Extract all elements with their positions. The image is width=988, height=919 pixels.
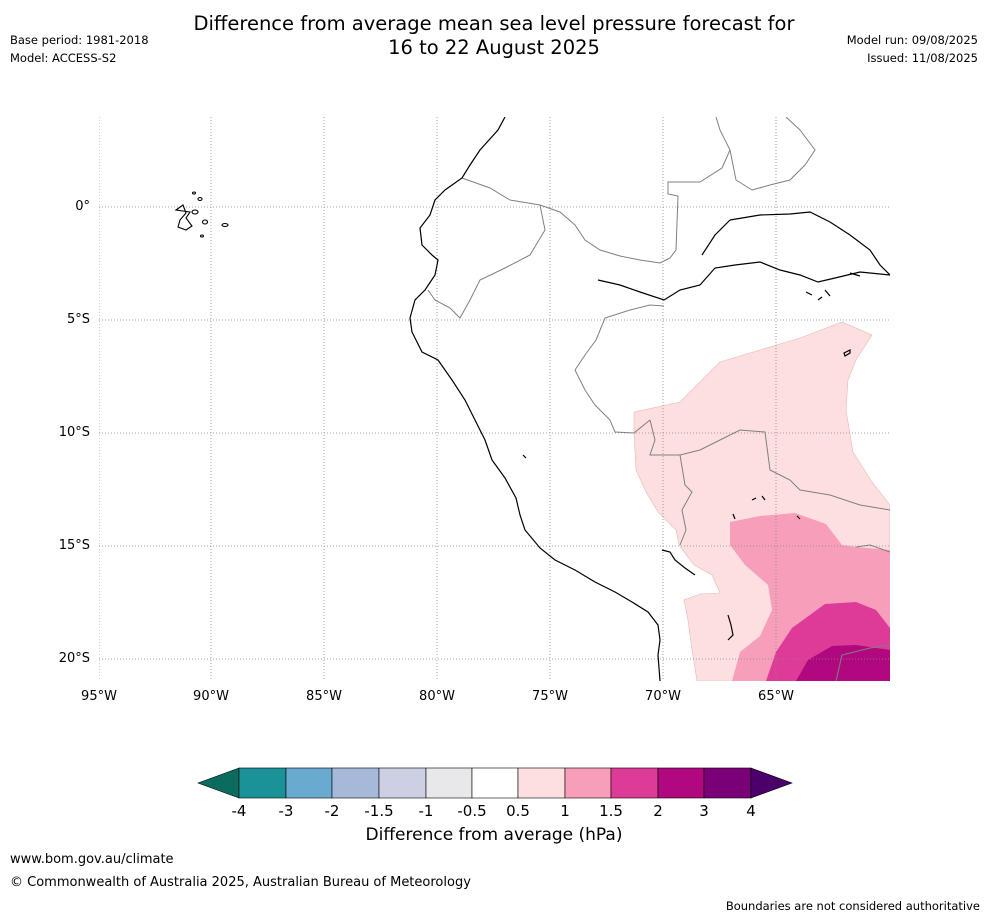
lon-label-65w: 65°W bbox=[758, 689, 794, 704]
lat-label-20s: 20°S bbox=[58, 651, 90, 666]
lat-label-5s: 5°S bbox=[66, 312, 90, 327]
footer-url[interactable]: www.bom.gov.au/climate bbox=[10, 852, 174, 867]
coastline bbox=[409, 117, 890, 681]
country-boundaries bbox=[427, 117, 890, 681]
colorbar-tick: 4 bbox=[746, 802, 756, 820]
colorbar bbox=[197, 767, 793, 799]
colorbar-bin-5 bbox=[425, 767, 473, 799]
chart-title: Difference from average mean sea level p… bbox=[0, 12, 988, 60]
colorbar-bin-9 bbox=[610, 767, 659, 799]
gridlines bbox=[99, 117, 890, 681]
colorbar-tick: 2 bbox=[653, 802, 663, 820]
lat-label-15s: 15°S bbox=[58, 538, 90, 553]
lon-label-70w: 70°W bbox=[645, 689, 681, 704]
colorbar-tick: -1.5 bbox=[364, 802, 394, 820]
colorbar-bin-1 bbox=[238, 767, 287, 799]
colorbar-tick: -1 bbox=[418, 802, 434, 820]
colorbar-tick: 1.5 bbox=[599, 802, 623, 820]
colorbar-tick: 1 bbox=[560, 802, 570, 820]
colorbar-bin-11 bbox=[703, 767, 752, 799]
colorbar-bin-8 bbox=[564, 767, 612, 799]
lon-label-80w: 80°W bbox=[419, 689, 455, 704]
lat-label-0: 0° bbox=[75, 199, 90, 214]
colorbar-bin-4 bbox=[378, 767, 427, 799]
galapagos-islands bbox=[174, 191, 229, 238]
base-period-text: Base period: 1981-2018 bbox=[10, 33, 149, 47]
meta-right: Model run: 09/08/2025 Issued: 11/08/2025 bbox=[847, 31, 978, 67]
colorbar-tick: 0.5 bbox=[506, 802, 530, 820]
model-run-text: Model run: 09/08/2025 bbox=[846, 33, 978, 47]
colorbar-title: Difference from average (hPa) bbox=[365, 825, 623, 845]
colorbar-bin-10 bbox=[657, 767, 705, 799]
colorbar-bin-2 bbox=[285, 767, 333, 799]
lon-label-95w: 95°W bbox=[81, 689, 117, 704]
colorbar-bin-6 bbox=[471, 767, 519, 799]
colorbar-extend-low bbox=[197, 767, 240, 799]
colorbar-tick: -2 bbox=[324, 802, 340, 820]
colorbar-bin-7 bbox=[517, 767, 566, 799]
colorbar-tick: -0.5 bbox=[457, 802, 487, 820]
title-line-2: 16 to 22 August 2025 bbox=[388, 36, 600, 59]
footer-copyright: © Commonwealth of Australia 2025, Austra… bbox=[10, 875, 471, 890]
colorbar-bin-3 bbox=[331, 767, 380, 799]
map-area bbox=[99, 117, 890, 681]
meta-left: Base period: 1981-2018 Model: ACCESS-S2 bbox=[10, 31, 149, 67]
colorbar-extend-high bbox=[750, 767, 793, 799]
colorbar-tick: 3 bbox=[699, 802, 709, 820]
lat-label-10s: 10°S bbox=[58, 425, 90, 440]
lon-label-85w: 85°W bbox=[306, 689, 342, 704]
anomaly-2-3-region bbox=[796, 645, 890, 681]
issued-text: Issued: 11/08/2025 bbox=[867, 51, 978, 65]
colorbar-tick: -3 bbox=[278, 802, 294, 820]
lon-label-90w: 90°W bbox=[193, 689, 229, 704]
lon-label-75w: 75°W bbox=[532, 689, 568, 704]
title-line-1: Difference from average mean sea level p… bbox=[193, 12, 795, 35]
model-text: Model: ACCESS-S2 bbox=[10, 51, 117, 65]
boundaries-disclaimer: Boundaries are not considered authoritat… bbox=[725, 899, 980, 913]
colorbar-tick: -4 bbox=[231, 802, 247, 820]
